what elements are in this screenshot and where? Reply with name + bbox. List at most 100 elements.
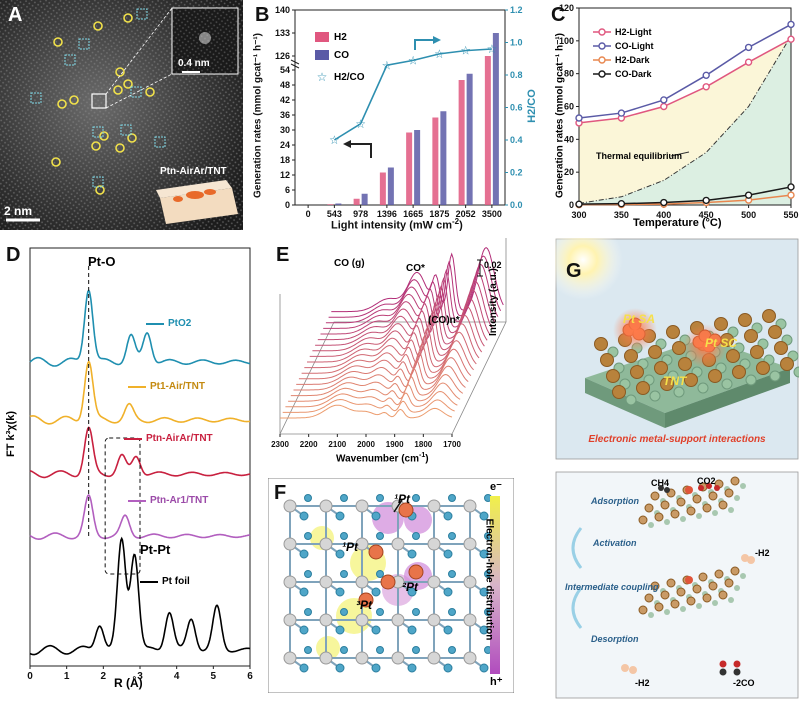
b-bar-h2 — [327, 204, 334, 205]
g-step-atom — [708, 581, 718, 591]
c-ytick-label: 60 — [564, 102, 574, 112]
ti-atom — [427, 537, 441, 551]
b-ytick-label: 42 — [280, 95, 290, 105]
b-legend-h2-swatch — [315, 32, 329, 42]
g-schematic-svg — [543, 220, 799, 699]
g-step-atom — [696, 603, 702, 609]
g-support-atom — [660, 377, 674, 391]
g-step-atom — [702, 593, 712, 603]
c-ytick-label: 100 — [559, 36, 574, 46]
c-xtick-label: 450 — [699, 210, 714, 220]
g-support-atom — [768, 325, 782, 339]
c-legend-h2-light: H2-Light — [615, 27, 652, 37]
f-site-label-1b: ¹Pt — [342, 540, 358, 554]
g-step-atom — [696, 513, 702, 519]
ti-atom — [319, 575, 333, 589]
g-support-atom — [756, 361, 770, 375]
o-atom — [376, 532, 384, 540]
g-support-atom — [684, 373, 698, 387]
panel-c-chart: 0 20 40 60 80 100 120 300 350 400 450 500 550 C Temp… — [543, 0, 799, 235]
ti-atom — [391, 537, 405, 551]
c-fill-green — [579, 35, 791, 206]
c-xtick-label: 350 — [614, 210, 629, 220]
c-annotation-leader — [670, 151, 690, 157]
o-atom — [304, 646, 312, 654]
panel-b-label: B — [255, 4, 270, 26]
e-peak-con: (CO)n* — [428, 315, 460, 326]
g-step-atom — [718, 500, 728, 510]
e-spectrum-curve — [328, 255, 502, 318]
b-ratio-line — [333, 48, 492, 141]
ti-atom — [319, 613, 333, 627]
g-support-atom — [678, 357, 692, 371]
ti-atom — [427, 499, 441, 513]
b-ratio-point: ☆ — [329, 133, 340, 147]
c-legend-marker — [598, 42, 606, 50]
c-xtick-label: 300 — [571, 210, 586, 220]
b-y2tick-label: 0.6 — [510, 103, 523, 113]
f-colorbar-bottom: h⁺ — [490, 676, 503, 688]
d-xtick-label: 5 — [211, 671, 217, 682]
g-mol-2co: -2CO — [733, 678, 755, 688]
b-ytick-label: 24 — [280, 140, 290, 150]
g-support-atom — [636, 381, 650, 395]
d-peak-pto: Pt-O — [88, 254, 116, 269]
g-support-atom — [612, 385, 626, 399]
g-step-atom — [730, 476, 740, 486]
g-step-atom — [648, 612, 654, 618]
g-step-atom — [648, 522, 654, 528]
pt-atom — [380, 574, 396, 590]
o-atom — [479, 549, 489, 559]
cluster-marker — [92, 176, 104, 188]
g-co-atom — [719, 668, 727, 676]
g-ch4-atom — [658, 485, 664, 491]
o-atom — [340, 646, 348, 654]
b-legend-ratio-marker: ☆ — [317, 70, 328, 84]
panel-f-label: F — [274, 482, 287, 504]
g-co2-atom — [714, 485, 720, 491]
single-atom-marker — [99, 131, 109, 141]
g-step-atom — [660, 590, 670, 600]
g-step-atom — [650, 491, 660, 501]
g-step-atom — [680, 606, 686, 612]
c-fill-yellow — [579, 35, 791, 204]
b-ytick-label: 12 — [280, 170, 290, 180]
g-ti-atom — [649, 390, 661, 402]
b-y2tick-label: 0.0 — [510, 200, 523, 210]
o-atom — [335, 587, 345, 597]
f-lattice-svg — [267, 477, 515, 694]
g-step-adsorption: Adsorption — [591, 496, 639, 506]
d-legend-pt1: Pt1-Air/TNT — [150, 381, 205, 392]
g-ti-atom — [625, 394, 637, 406]
g-step-atom — [654, 512, 664, 522]
b-ytick-label: 126 — [275, 51, 290, 61]
o-atom — [335, 511, 345, 521]
o-atom — [304, 532, 312, 540]
g-h2-atom — [747, 556, 755, 564]
panel-g-label: G — [566, 260, 582, 282]
panel-e-chart: 2300 2200 2100 2000 1900 1800 1700 E CO (g) CO… — [262, 202, 552, 470]
e-spectrum-curve — [323, 272, 496, 329]
d-curve-1 — [29, 360, 251, 425]
o-atom — [335, 663, 345, 673]
sample-label: Ptn-AirAr/TNT — [160, 166, 227, 177]
panel-f-structure: F e⁻ h⁺ Electron-hole distribution ¹Pt ¹… — [267, 477, 515, 694]
o-atom — [448, 494, 456, 502]
f-site-label-1a: ¹Pt — [394, 492, 410, 506]
c-point — [617, 109, 626, 117]
o-atom — [407, 549, 417, 559]
f-colorbar-label: Electron-hole distribution — [483, 518, 495, 641]
b-ratio-point: ☆ — [486, 42, 497, 56]
g-step-atom — [702, 503, 712, 513]
panel-d-label: D — [6, 244, 21, 266]
o-atom — [448, 570, 456, 578]
o-atom — [479, 511, 489, 521]
scale-bar-label: 2 nm — [4, 204, 33, 218]
single-atom-marker — [145, 87, 155, 97]
o-atom — [335, 625, 345, 635]
e-xtick-label: 2100 — [328, 440, 346, 449]
c-point — [787, 20, 795, 29]
e-spectrum-curve — [325, 263, 499, 324]
c-point — [787, 191, 795, 199]
ti-atom — [355, 499, 369, 513]
